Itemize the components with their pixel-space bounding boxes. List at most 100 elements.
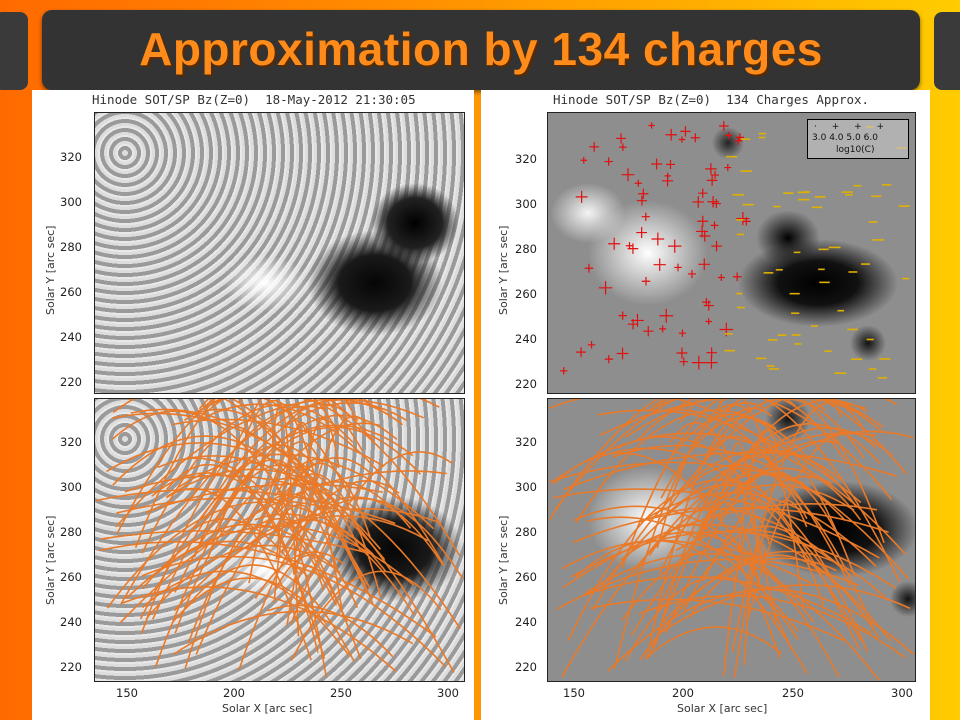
field-line (597, 409, 862, 504)
legend-markers: · + + + (814, 122, 891, 132)
field-line (112, 410, 362, 660)
y-tick: 300 (515, 480, 537, 494)
field-line (660, 584, 911, 634)
x-tick: 250 (782, 686, 804, 700)
y-tick: 260 (60, 285, 82, 299)
positive-charge-marker (711, 240, 722, 252)
field-line (679, 399, 766, 423)
y-tick: 280 (60, 240, 82, 254)
positive-charge-marker (698, 258, 711, 271)
positive-charge-marker (636, 195, 647, 206)
y-tick: 320 (60, 150, 82, 164)
field-line (141, 570, 350, 656)
positive-charge-marker (575, 190, 588, 203)
positive-charge-marker (621, 168, 635, 182)
field-line (660, 484, 869, 653)
y-tick: 260 (515, 570, 537, 584)
y-axis-title-top: Solar Y [arc sec] (44, 225, 57, 315)
positive-charge-marker (641, 277, 651, 286)
x-tick: 250 (330, 686, 352, 700)
y-tick: 300 (60, 195, 82, 209)
field-line (670, 413, 856, 578)
field-line (717, 399, 846, 462)
positive-charge-marker (705, 356, 718, 369)
legend-values: 3.0 4.0 5.0 6.0 (812, 133, 878, 143)
positive-charge-marker (653, 258, 666, 271)
y-tick: 220 (515, 660, 537, 674)
y-tick: 280 (515, 525, 537, 539)
field-line (193, 518, 300, 575)
y-tick: 240 (60, 330, 82, 344)
positive-charge-marker (627, 319, 639, 330)
field-line (165, 463, 326, 659)
field-line (738, 429, 780, 553)
y-tick: 220 (515, 377, 537, 391)
field-line (174, 477, 329, 634)
positive-charge-marker (697, 215, 709, 227)
charges-approximation-panel: Hinode SOT/SP Bz(Z=0) 134 Charges Approx… (481, 90, 930, 720)
positive-charge-marker (665, 128, 678, 141)
positive-charge-marker (718, 121, 729, 131)
field-line (187, 518, 317, 644)
positive-charge-marker (648, 122, 655, 129)
positive-charge-marker (711, 171, 720, 180)
field-line (563, 451, 897, 491)
field-line (154, 414, 398, 667)
positive-charge-marker (678, 136, 686, 143)
y-axis-title-top: Solar Y [arc sec] (497, 225, 510, 315)
positive-charge-marker (665, 159, 676, 169)
field-line (743, 541, 767, 665)
y-tick: 240 (60, 615, 82, 629)
field-line (290, 570, 442, 661)
field-line (707, 423, 881, 506)
field-line (562, 502, 878, 589)
field-line (621, 399, 800, 569)
field-line (643, 399, 901, 583)
field-line (124, 474, 317, 493)
field-line (174, 426, 421, 593)
charges-fieldlines-map (547, 398, 916, 682)
field-line (198, 399, 364, 452)
field-line (645, 407, 773, 660)
right-panel-header: Hinode SOT/SP Bz(Z=0) 134 Charges Approx… (553, 92, 870, 107)
field-line (652, 399, 884, 428)
field-line (237, 399, 340, 434)
field-line (145, 544, 341, 620)
positive-charge-marker (692, 196, 705, 208)
field-line (688, 554, 880, 639)
positive-charge-marker (604, 157, 613, 166)
field-line (282, 508, 442, 527)
positive-charge-marker (698, 188, 708, 198)
positive-charge-marker (619, 143, 627, 151)
positive-charge-marker (659, 308, 674, 323)
y-tick: 320 (515, 152, 537, 166)
y-axis-title-bottom: Solar Y [arc sec] (44, 515, 57, 605)
positive-charge-marker (690, 133, 700, 143)
y-tick: 260 (60, 570, 82, 584)
left-panel-header: Hinode SOT/SP Bz(Z=0) 18-May-2012 21:30:… (92, 92, 416, 107)
positive-charge-marker (616, 133, 627, 144)
field-line (658, 449, 857, 575)
field-line (139, 424, 414, 620)
positive-charge-marker (576, 347, 586, 358)
positive-charge-marker (674, 263, 682, 272)
field-line (100, 530, 372, 555)
positive-charge-marker (638, 188, 649, 199)
positive-charge-marker (691, 355, 706, 370)
legend-value: 6.0 (863, 133, 878, 143)
positive-charge-marker (634, 179, 642, 187)
positive-charge-marker (616, 347, 629, 360)
y-axis-title-bottom: Solar Y [arc sec] (497, 515, 510, 605)
field-line (620, 531, 840, 678)
x-axis-title: Solar X [arc sec] (677, 702, 768, 715)
positive-charge-marker (604, 354, 613, 364)
field-line (556, 558, 860, 610)
field-line (644, 626, 782, 659)
y-tick: 320 (60, 435, 82, 449)
left-edge-tab (0, 12, 28, 90)
y-tick: 280 (60, 525, 82, 539)
field-line (116, 497, 336, 514)
legend-value: 3.0 (812, 133, 827, 143)
field-line (702, 475, 832, 582)
positive-charge-marker (627, 243, 639, 254)
